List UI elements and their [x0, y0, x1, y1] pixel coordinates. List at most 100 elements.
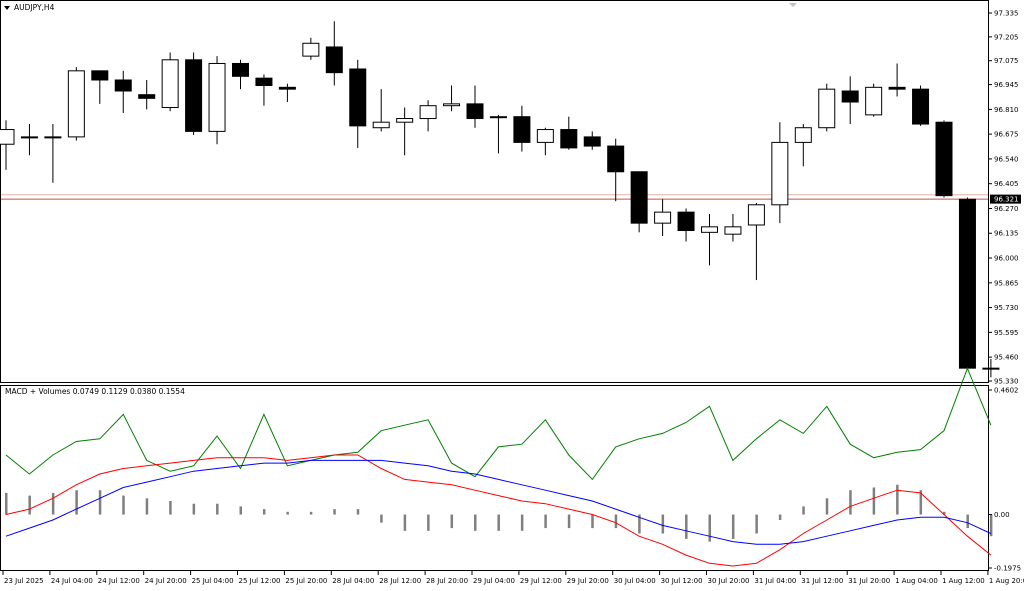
signal-line — [5, 459, 992, 545]
macd-histogram-bar — [356, 509, 360, 515]
candle — [513, 105, 531, 152]
price-tick-label: 96.540 — [994, 155, 1019, 163]
candle — [232, 59, 249, 90]
time-tick-label: 23 Jul 2025 — [4, 577, 44, 585]
candle — [466, 85, 484, 128]
macd-histogram-bar — [145, 498, 149, 515]
time-tick-label: 25 Jul 04:00 — [192, 577, 234, 585]
macd-layer — [5, 367, 993, 567]
macd-histogram-bar — [802, 506, 805, 515]
indicator-title: MACD + Volumes 0.0749 0.1129 0.0380 0.15… — [5, 387, 185, 396]
price-tick-label: 95.865 — [994, 279, 1019, 287]
candle — [841, 76, 859, 125]
candle — [536, 127, 554, 156]
time-tick-label: 24 Jul 20:00 — [145, 577, 187, 585]
macd-histogram-bar — [872, 487, 876, 515]
candle — [677, 208, 695, 242]
time-tick-label: 24 Jul 12:00 — [98, 577, 140, 585]
macd-histogram-bar — [989, 514, 993, 537]
time-tick-label: 25 Jul 20:00 — [285, 577, 327, 585]
price-tick-label: 95.330 — [994, 378, 1019, 386]
macd-histogram-bar — [544, 514, 547, 529]
price-tick-label: 96.675 — [994, 131, 1019, 139]
candle — [67, 67, 85, 141]
macd-histogram-bar — [896, 484, 899, 515]
macd-tick-label: 0.4602 — [994, 387, 1019, 395]
price-tick-label: 95.730 — [994, 304, 1019, 312]
price-tick-label: 95.460 — [994, 354, 1019, 362]
macd-histogram-bar — [239, 506, 242, 515]
candle — [865, 83, 883, 117]
candle — [560, 116, 578, 150]
candles-layer — [0, 21, 1000, 378]
macd-histogram-bar — [75, 490, 78, 515]
symbol-menu-icon[interactable] — [4, 6, 10, 10]
time-tick-label: 30 Jul 04:00 — [614, 577, 656, 585]
macd-histogram-bar — [966, 514, 969, 529]
macd-histogram-bar — [403, 514, 407, 531]
macd-histogram-bar — [919, 490, 923, 515]
price-tick-label: 96.000 — [994, 255, 1019, 263]
price-panel[interactable] — [0, 0, 989, 383]
candle — [747, 202, 765, 281]
candle — [0, 120, 15, 170]
candle — [443, 85, 461, 112]
candle — [349, 59, 367, 148]
candle — [208, 56, 226, 145]
macd-histogram-bar — [333, 509, 336, 515]
macd-histogram-bar — [520, 514, 524, 531]
price-tick-label: 97.075 — [994, 57, 1019, 65]
candle — [161, 52, 179, 112]
macd-histogram-bar — [450, 514, 454, 529]
macd-histogram-bar — [262, 509, 266, 515]
macd-histogram-bar — [98, 490, 102, 515]
macd-histogram-bar — [943, 511, 946, 515]
macd-histogram-bar — [286, 511, 289, 515]
candle — [419, 100, 437, 132]
candle — [958, 197, 976, 370]
price-tick-label: 96.810 — [994, 106, 1019, 114]
candle — [818, 83, 836, 132]
candle — [255, 74, 273, 106]
macd-histogram-bar — [192, 503, 196, 515]
time-tick-label: 30 Jul 20:00 — [708, 577, 750, 585]
macd-histogram-bar — [614, 514, 618, 529]
candle — [888, 63, 906, 97]
macd-histogram-bar — [849, 490, 852, 515]
candle — [935, 120, 953, 198]
time-tick-label: 31 Jul 12:00 — [801, 577, 843, 585]
time-tick-label: 31 Jul 20:00 — [848, 577, 890, 585]
macd-histogram-bar — [28, 495, 31, 515]
candle — [654, 199, 672, 237]
candle — [912, 85, 930, 126]
macd-histogram-bar — [638, 514, 641, 534]
macd-histogram-bar — [309, 511, 313, 515]
candle — [114, 70, 132, 114]
macd-histogram-bar — [497, 514, 500, 531]
macd-histogram-bar — [427, 514, 430, 531]
time-tick-label: 1 Aug 20:00 — [989, 577, 1024, 585]
time-tick-label: 1 Aug 12:00 — [942, 577, 985, 585]
time-tick-label: 28 Jul 20:00 — [426, 577, 468, 585]
candle — [489, 114, 507, 154]
candle — [138, 79, 156, 110]
time-tick-label: 29 Jul 20:00 — [567, 577, 609, 585]
price-tick-label: 96.270 — [994, 205, 1019, 213]
macd-histogram-bar — [778, 514, 782, 520]
macd-histogram-bar — [380, 514, 383, 523]
macd-histogram-bar — [5, 492, 8, 515]
time-tick-label: 30 Jul 12:00 — [661, 577, 703, 585]
time-tick-label: 29 Jul 12:00 — [520, 577, 562, 585]
time-tick-label: 28 Jul 12:00 — [379, 577, 421, 585]
macd-histogram-bar — [474, 514, 477, 531]
price-tick-label: 95.595 — [994, 329, 1019, 337]
candle — [185, 52, 203, 136]
time-tick-label: 24 Jul 04:00 — [51, 577, 93, 585]
price-tick-label: 96.405 — [994, 180, 1019, 188]
candle — [325, 21, 343, 86]
macd-histogram-bar — [567, 514, 571, 529]
macd-histogram-bar — [216, 503, 219, 515]
chart-shift-icon[interactable] — [789, 3, 797, 7]
price-tick-label: 96.135 — [994, 230, 1019, 238]
